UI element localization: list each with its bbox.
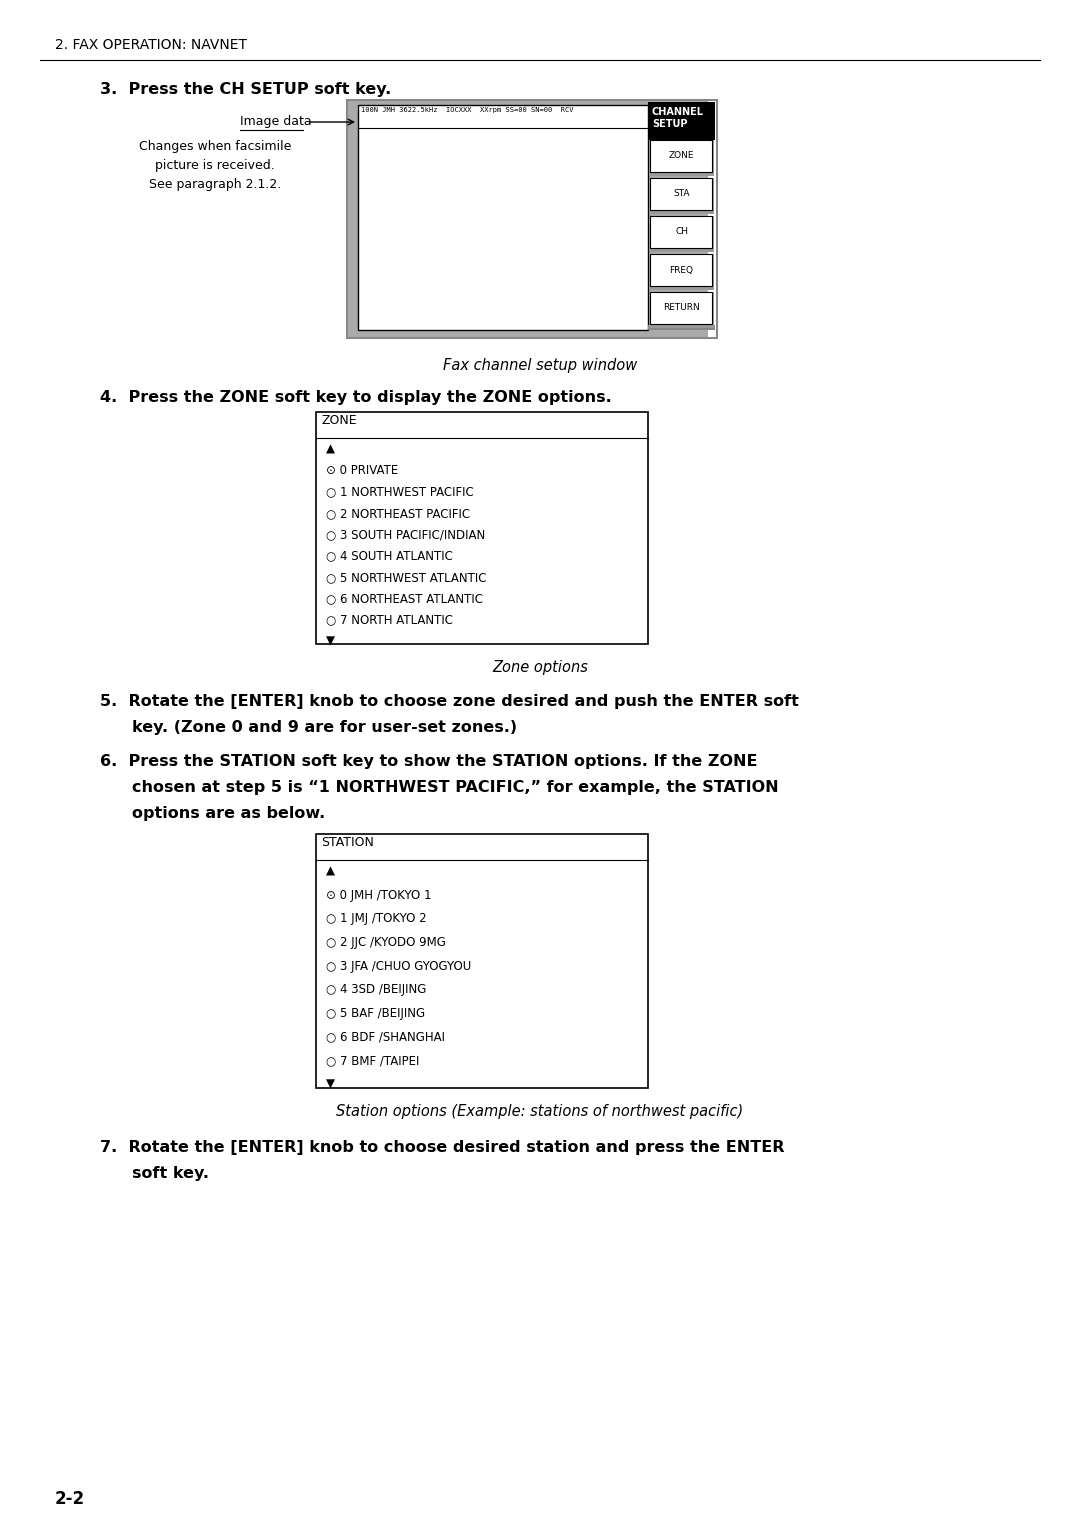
Text: key. (Zone 0 and 9 are for user-set zones.): key. (Zone 0 and 9 are for user-set zone… bbox=[132, 720, 517, 735]
Text: ▼: ▼ bbox=[326, 636, 335, 648]
Text: ○ 6 BDF /SHANGHAI: ○ 6 BDF /SHANGHAI bbox=[326, 1031, 445, 1044]
Text: 2-2: 2-2 bbox=[55, 1490, 85, 1508]
Text: ○ 1 JMJ /TOKYO 2: ○ 1 JMJ /TOKYO 2 bbox=[326, 912, 427, 926]
Text: CHANNEL
SETUP: CHANNEL SETUP bbox=[652, 107, 704, 128]
Bar bbox=[650, 254, 712, 286]
Text: ▼: ▼ bbox=[326, 1077, 335, 1091]
Bar bbox=[649, 215, 714, 252]
Bar bbox=[648, 325, 715, 330]
Text: ⊙ 0 PRIVATE: ⊙ 0 PRIVATE bbox=[326, 465, 399, 477]
Text: RETURN: RETURN bbox=[663, 304, 700, 313]
Bar bbox=[648, 102, 715, 141]
Text: ○ 3 SOUTH PACIFIC/INDIAN: ○ 3 SOUTH PACIFIC/INDIAN bbox=[326, 529, 485, 541]
Bar bbox=[649, 141, 714, 176]
Text: 2. FAX OPERATION: NAVNET: 2. FAX OPERATION: NAVNET bbox=[55, 38, 247, 52]
Text: Fax channel setup window: Fax channel setup window bbox=[443, 358, 637, 373]
Text: STATION: STATION bbox=[321, 836, 374, 850]
Text: 6.  Press the STATION soft key to show the STATION options. If the ZONE: 6. Press the STATION soft key to show th… bbox=[100, 753, 757, 769]
Text: ○ 7 NORTH ATLANTIC: ○ 7 NORTH ATLANTIC bbox=[326, 614, 453, 626]
Text: chosen at step 5 is “1 NORTHWEST PACIFIC,” for example, the STATION: chosen at step 5 is “1 NORTHWEST PACIFIC… bbox=[132, 779, 779, 795]
Bar bbox=[649, 292, 714, 329]
Text: ○ 2 JJC /KYODO 9MG: ○ 2 JJC /KYODO 9MG bbox=[326, 937, 446, 949]
Text: ZONE: ZONE bbox=[669, 151, 694, 160]
Bar bbox=[357, 105, 648, 330]
Bar bbox=[649, 254, 714, 290]
Text: ○ 5 BAF /BEIJING: ○ 5 BAF /BEIJING bbox=[326, 1007, 426, 1021]
Bar bbox=[316, 834, 648, 1088]
Bar bbox=[348, 99, 708, 338]
Text: ○ 7 BMF /TAIPEI: ○ 7 BMF /TAIPEI bbox=[326, 1054, 419, 1068]
Text: Changes when facsimile
picture is received.
See paragraph 2.1.2.: Changes when facsimile picture is receiv… bbox=[139, 141, 292, 191]
Text: ZONE: ZONE bbox=[321, 414, 356, 426]
Bar bbox=[650, 215, 712, 248]
Text: ▲: ▲ bbox=[326, 865, 335, 879]
Bar bbox=[650, 177, 712, 209]
Text: 3.  Press the CH SETUP soft key.: 3. Press the CH SETUP soft key. bbox=[100, 83, 391, 96]
Text: ⊙ 0 JMH /TOKYO 1: ⊙ 0 JMH /TOKYO 1 bbox=[326, 889, 432, 902]
Text: ○ 5 NORTHWEST ATLANTIC: ○ 5 NORTHWEST ATLANTIC bbox=[326, 571, 486, 584]
Text: ○ 3 JFA /CHUO GYOGYOU: ○ 3 JFA /CHUO GYOGYOU bbox=[326, 960, 471, 973]
Text: ▲: ▲ bbox=[326, 443, 335, 455]
Text: ○ 4 3SD /BEIJING: ○ 4 3SD /BEIJING bbox=[326, 984, 427, 996]
Text: 5.  Rotate the [ENTER] knob to choose zone desired and push the ENTER soft: 5. Rotate the [ENTER] knob to choose zon… bbox=[100, 694, 799, 709]
Bar bbox=[316, 413, 648, 643]
Text: Image data: Image data bbox=[240, 115, 312, 128]
Text: ○ 2 NORTHEAST PACIFIC: ○ 2 NORTHEAST PACIFIC bbox=[326, 507, 470, 520]
Text: ○ 4 SOUTH ATLANTIC: ○ 4 SOUTH ATLANTIC bbox=[326, 550, 453, 562]
Text: Zone options: Zone options bbox=[492, 660, 588, 675]
Text: STA: STA bbox=[673, 189, 690, 199]
Text: 4.  Press the ZONE soft key to display the ZONE options.: 4. Press the ZONE soft key to display th… bbox=[100, 390, 611, 405]
Text: ○ 6 NORTHEAST ATLANTIC: ○ 6 NORTHEAST ATLANTIC bbox=[326, 593, 483, 605]
Text: 7.  Rotate the [ENTER] knob to choose desired station and press the ENTER: 7. Rotate the [ENTER] knob to choose des… bbox=[100, 1140, 784, 1155]
Text: FREQ: FREQ bbox=[670, 266, 693, 275]
Bar bbox=[650, 292, 712, 324]
Text: Station options (Example: stations of northwest pacific): Station options (Example: stations of no… bbox=[336, 1105, 744, 1118]
Text: CH: CH bbox=[675, 228, 688, 237]
Text: soft key.: soft key. bbox=[132, 1166, 210, 1181]
Bar bbox=[650, 141, 712, 173]
Text: ○ 1 NORTHWEST PACIFIC: ○ 1 NORTHWEST PACIFIC bbox=[326, 486, 474, 498]
Text: 100N JMH 3622.5kHz  IOCXXX  XXrpm SS=00 SN=00  RCV: 100N JMH 3622.5kHz IOCXXX XXrpm SS=00 SN… bbox=[361, 107, 573, 113]
Bar bbox=[347, 99, 717, 338]
Text: options are as below.: options are as below. bbox=[132, 805, 325, 821]
Bar bbox=[649, 177, 714, 214]
